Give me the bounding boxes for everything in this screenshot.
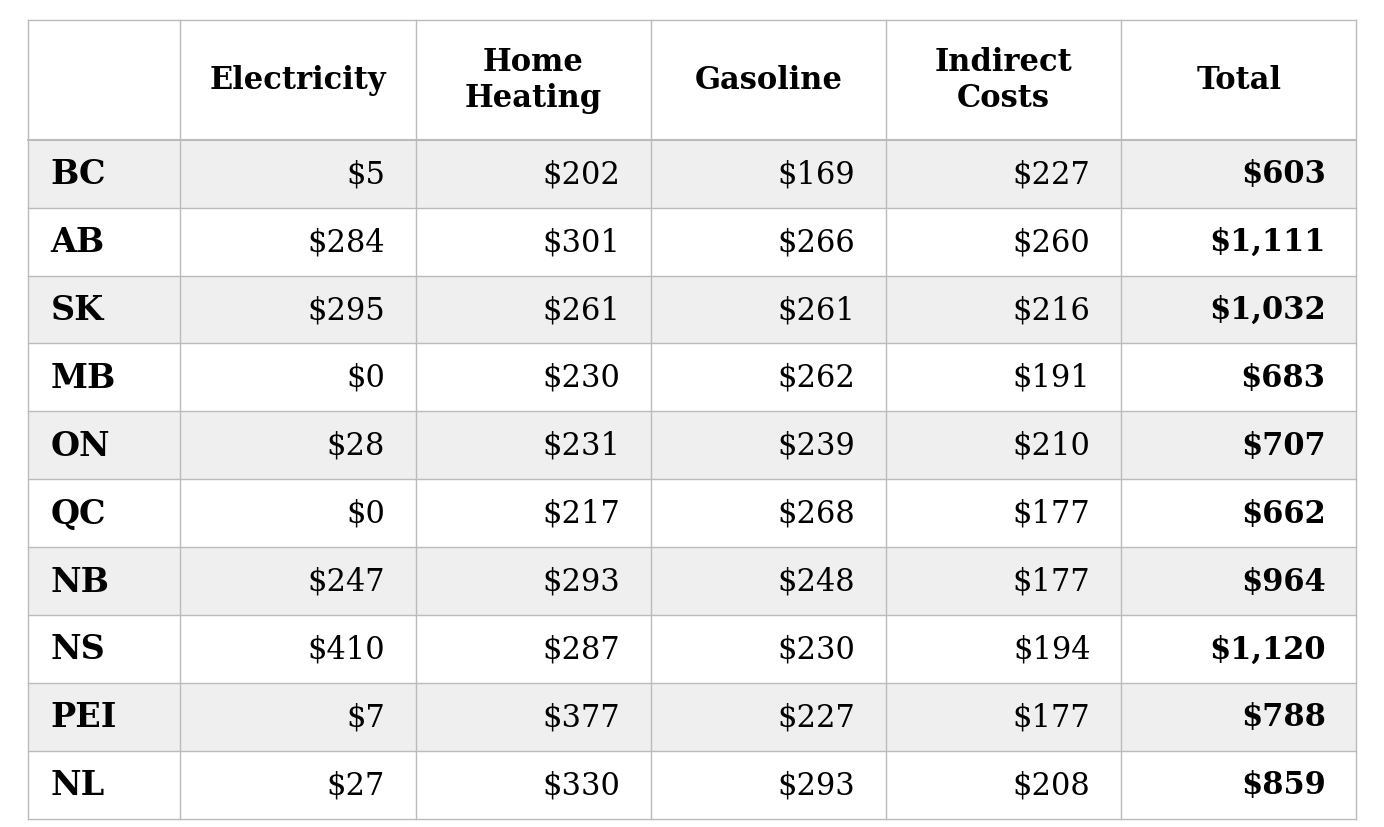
Text: $859: $859: [1241, 769, 1326, 801]
Text: $169: $169: [778, 159, 855, 190]
Text: SK: SK: [51, 294, 104, 327]
Bar: [28, 412, 1356, 480]
Text: Indirect
Costs: Indirect Costs: [934, 47, 1073, 114]
Text: $683: $683: [1240, 362, 1326, 394]
Text: $662: $662: [1241, 498, 1326, 529]
Text: $293: $293: [543, 566, 620, 597]
Text: NL: NL: [51, 768, 105, 801]
Text: $260: $260: [1013, 227, 1091, 258]
Text: Gasoline: Gasoline: [695, 65, 843, 96]
Text: Electricity: Electricity: [210, 65, 386, 96]
Text: $210: $210: [1013, 430, 1091, 461]
Text: Total: Total: [1196, 65, 1282, 96]
Text: $28: $28: [327, 430, 385, 461]
Text: $330: $330: [543, 769, 620, 801]
Text: $208: $208: [1013, 769, 1091, 801]
Text: $177: $177: [1013, 701, 1091, 733]
Text: $603: $603: [1241, 159, 1326, 190]
Text: MB: MB: [51, 361, 116, 394]
Text: $247: $247: [307, 566, 385, 597]
Text: $239: $239: [778, 430, 855, 461]
Text: $268: $268: [778, 498, 855, 529]
Text: $217: $217: [543, 498, 620, 529]
Text: $0: $0: [346, 362, 385, 394]
Bar: [28, 547, 1356, 615]
Bar: [28, 344, 1356, 412]
Text: $230: $230: [778, 633, 855, 665]
Bar: [28, 615, 1356, 683]
Bar: [28, 276, 1356, 344]
Text: $261: $261: [778, 294, 855, 326]
Text: PEI: PEI: [51, 700, 118, 734]
Text: $788: $788: [1241, 701, 1326, 733]
Text: $261: $261: [543, 294, 620, 326]
Text: $964: $964: [1241, 566, 1326, 597]
Text: $266: $266: [778, 227, 855, 258]
Text: $1,111: $1,111: [1210, 227, 1326, 258]
Bar: [28, 480, 1356, 547]
Text: $202: $202: [543, 159, 620, 190]
Text: $231: $231: [543, 430, 620, 461]
Text: Home
Heating: Home Heating: [465, 47, 602, 114]
Text: $27: $27: [327, 769, 385, 801]
Text: $194: $194: [1013, 633, 1091, 665]
Bar: [28, 208, 1356, 276]
Text: $1,032: $1,032: [1210, 294, 1326, 326]
Text: $262: $262: [778, 362, 855, 394]
Text: $216: $216: [1013, 294, 1091, 326]
Text: NS: NS: [51, 633, 105, 666]
Text: $410: $410: [307, 633, 385, 665]
Text: $293: $293: [778, 769, 855, 801]
Text: NB: NB: [51, 565, 109, 598]
Text: $7: $7: [346, 701, 385, 733]
Text: $707: $707: [1241, 430, 1326, 461]
Text: $287: $287: [543, 633, 620, 665]
Bar: [28, 21, 1356, 141]
Text: AB: AB: [51, 226, 105, 259]
Text: $227: $227: [1013, 159, 1091, 190]
Text: $0: $0: [346, 498, 385, 529]
Text: $177: $177: [1013, 566, 1091, 597]
Text: QC: QC: [51, 497, 107, 530]
Text: $230: $230: [543, 362, 620, 394]
Text: $377: $377: [543, 701, 620, 733]
Text: $177: $177: [1013, 498, 1091, 529]
Bar: [28, 751, 1356, 819]
Text: $284: $284: [307, 227, 385, 258]
Text: ON: ON: [51, 429, 111, 462]
Bar: [28, 683, 1356, 751]
Bar: [28, 141, 1356, 208]
Text: $191: $191: [1013, 362, 1091, 394]
Text: $295: $295: [307, 294, 385, 326]
Text: $227: $227: [778, 701, 855, 733]
Text: $248: $248: [778, 566, 855, 597]
Text: $1,120: $1,120: [1210, 633, 1326, 665]
Text: BC: BC: [51, 158, 107, 191]
Text: $301: $301: [543, 227, 620, 258]
Text: $5: $5: [346, 159, 385, 190]
